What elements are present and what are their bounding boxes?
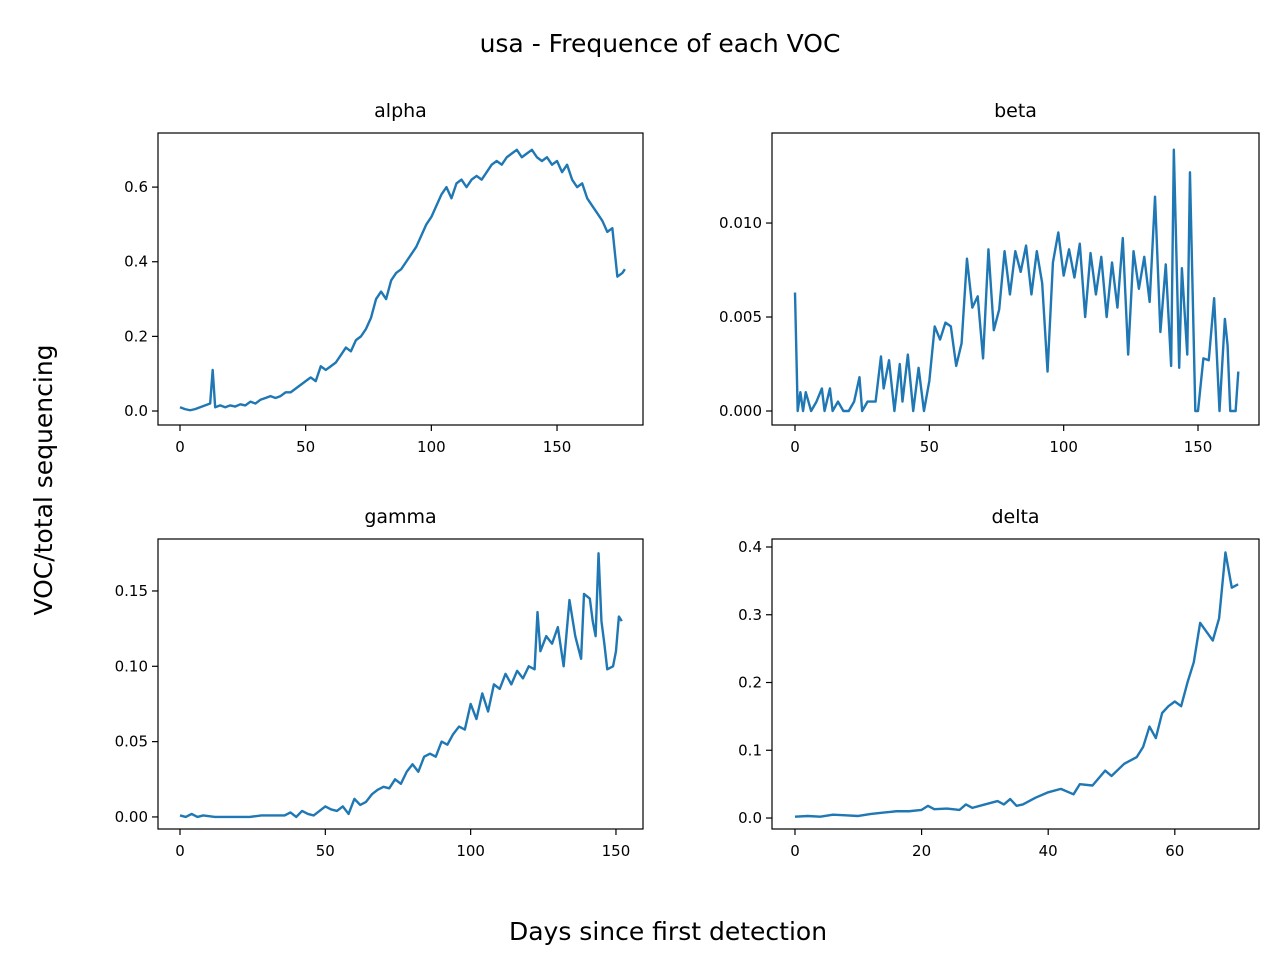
y-tick-label: 0.10 bbox=[115, 657, 148, 675]
x-tick-label: 50 bbox=[316, 842, 335, 860]
x-tick-label: 0 bbox=[790, 438, 800, 456]
y-tick-label: 0.6 bbox=[124, 178, 148, 196]
x-axis-label: Days since first detection bbox=[509, 917, 827, 946]
x-tick-label: 100 bbox=[456, 842, 485, 860]
y-axis-label: VOC/total sequencing bbox=[29, 344, 58, 615]
x-tick-label: 60 bbox=[1165, 842, 1184, 860]
x-tick-label: 100 bbox=[417, 438, 446, 456]
x-tick-label: 50 bbox=[296, 438, 315, 456]
axes-frame bbox=[771, 132, 1260, 426]
y-tick-label: 0.2 bbox=[124, 327, 148, 345]
y-tick-label: 0.4 bbox=[124, 253, 148, 271]
y-tick-label: 0.2 bbox=[738, 674, 762, 692]
data-line bbox=[794, 551, 1239, 818]
subplot-title: gamma bbox=[364, 506, 436, 528]
y-tick-label: 0.00 bbox=[115, 808, 148, 826]
y-tick-label: 0.005 bbox=[719, 308, 762, 326]
x-tick-label: 150 bbox=[543, 438, 572, 456]
axes-frame bbox=[157, 538, 644, 830]
data-line bbox=[793, 148, 1240, 413]
x-tick-label: 0 bbox=[175, 842, 185, 860]
x-tick-label: 40 bbox=[1039, 842, 1058, 860]
figure-title: usa - Frequence of each VOC bbox=[480, 29, 841, 58]
axes-frame bbox=[771, 538, 1260, 830]
subplot-title: delta bbox=[991, 506, 1039, 528]
y-tick-label: 0.15 bbox=[115, 582, 148, 600]
y-tick-label: 0.010 bbox=[719, 214, 762, 232]
y-tick-label: 0.05 bbox=[115, 733, 148, 751]
y-tick-label: 0.0 bbox=[124, 402, 148, 420]
x-tick-label: 150 bbox=[1184, 438, 1213, 456]
y-tick-label: 0.3 bbox=[738, 606, 762, 624]
axes-frame bbox=[157, 132, 644, 426]
x-tick-label: 50 bbox=[920, 438, 939, 456]
x-tick-label: 100 bbox=[1049, 438, 1078, 456]
y-tick-label: 0.4 bbox=[738, 538, 762, 556]
y-tick-label: 0.000 bbox=[719, 402, 762, 420]
data-line bbox=[179, 148, 626, 412]
y-tick-label: 0.0 bbox=[738, 809, 762, 827]
y-tick-label: 0.1 bbox=[738, 741, 762, 759]
x-tick-label: 20 bbox=[912, 842, 931, 860]
x-tick-label: 150 bbox=[602, 842, 631, 860]
subplot-title: beta bbox=[994, 100, 1037, 122]
data-line bbox=[179, 552, 623, 819]
subplot-title: alpha bbox=[374, 100, 427, 122]
x-tick-label: 0 bbox=[790, 842, 800, 860]
x-tick-label: 0 bbox=[175, 438, 185, 456]
